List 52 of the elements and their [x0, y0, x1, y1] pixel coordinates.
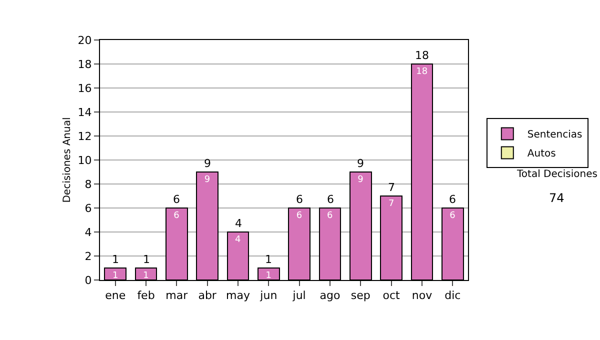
- total-label: 6: [296, 193, 303, 206]
- y-tick-label: 18: [78, 58, 92, 71]
- x-tick-label: jul: [292, 289, 306, 302]
- x-tick-label: jun: [259, 289, 278, 302]
- data-label: 18: [416, 67, 428, 77]
- x-tick-label: ago: [320, 289, 340, 302]
- x-tick-label: ene: [105, 289, 126, 302]
- data-label: 6: [296, 211, 302, 221]
- data-label: 6: [327, 211, 333, 221]
- x-tick-label: nov: [412, 289, 433, 302]
- text: Total Decisiones: [516, 169, 598, 180]
- data-label: 6: [450, 211, 456, 221]
- data-label: 6: [174, 211, 180, 221]
- legend-label: Sentencias: [527, 130, 582, 141]
- data-label: 1: [112, 271, 118, 281]
- data-label: 7: [388, 199, 394, 209]
- total-label: 9: [357, 157, 364, 170]
- total-label: 4: [235, 217, 242, 230]
- legend-label: Autos: [527, 148, 556, 160]
- y-tick-label: 2: [84, 250, 92, 263]
- data-label: 1: [266, 271, 272, 281]
- data-label: 4: [235, 235, 241, 245]
- y-tick-label: 16: [78, 82, 92, 95]
- total-label: 6: [327, 193, 334, 206]
- y-tick-label: 4: [84, 226, 92, 239]
- total-label: 7: [388, 181, 395, 194]
- total-label: 1: [112, 253, 119, 266]
- y-tick-label: 12: [78, 130, 92, 143]
- y-tick-label: 8: [84, 178, 92, 191]
- y-axis-title: Decisiones Anual: [62, 117, 73, 203]
- data-label: 9: [204, 175, 210, 185]
- total-label: 1: [265, 253, 272, 266]
- total-label: 18: [415, 49, 429, 62]
- data-label: 9: [358, 175, 364, 185]
- y-tick-label: 0: [84, 274, 92, 287]
- x-tick-label: feb: [137, 289, 155, 302]
- data-label: 1: [143, 271, 149, 281]
- total-label: 9: [204, 157, 211, 170]
- x-tick-label: mar: [166, 289, 188, 302]
- y-tick-label: 14: [78, 106, 92, 119]
- total-label: 1: [143, 253, 150, 266]
- y-tick-label: 6: [84, 202, 92, 215]
- y-tick-label: 10: [78, 154, 92, 167]
- x-tick-label: abr: [198, 289, 217, 302]
- x-tick-label: may: [226, 289, 250, 302]
- x-tick-label: oct: [382, 289, 401, 302]
- y-tick-label: 20: [78, 34, 92, 47]
- text: 74: [549, 191, 564, 205]
- total-label: 6: [449, 193, 456, 206]
- x-tick-label: sep: [350, 289, 370, 302]
- total-label: 6: [173, 193, 180, 206]
- x-tick-label: dic: [444, 289, 461, 302]
